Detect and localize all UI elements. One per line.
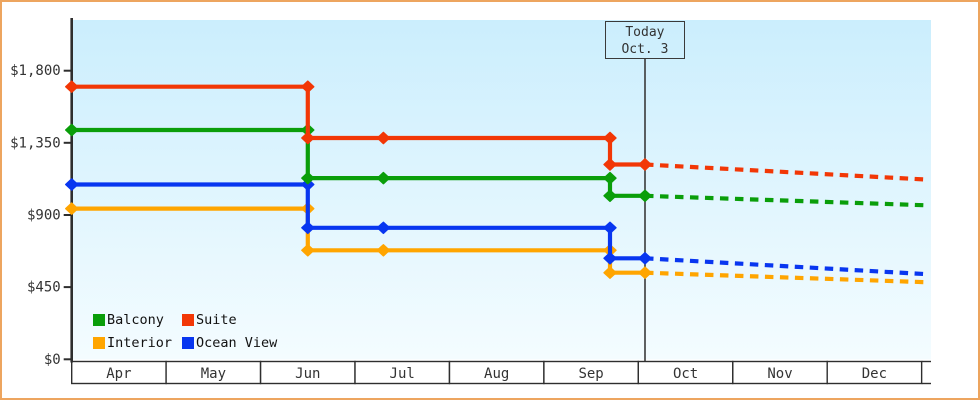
data-point-marker-ocean-view	[376, 221, 391, 235]
today-annotation-line2: Oct. 3	[621, 42, 669, 57]
x-axis-label: Apr	[106, 366, 131, 382]
y-axis-label: $900	[27, 208, 61, 224]
x-axis-label: Oct	[673, 366, 698, 382]
legend-label: Balcony	[107, 312, 164, 328]
data-point-marker-interior	[376, 244, 391, 257]
x-axis-label: Nov	[767, 366, 792, 382]
series-projection-ocean-view	[644, 256, 930, 277]
legend-item-ocean-view: Ocean View	[182, 335, 277, 351]
ocean-view-color-swatch	[182, 337, 194, 349]
legend-item-suite: Suite	[182, 312, 277, 328]
x-axis-label: Sep	[578, 366, 603, 382]
data-point-marker-interior	[301, 244, 315, 257]
data-point-marker-suite	[603, 131, 617, 145]
data-point-marker-interior	[65, 202, 79, 215]
data-point-marker-ocean-view	[638, 252, 652, 265]
data-point-marker-suite	[301, 80, 315, 93]
data-point-marker-balcony	[301, 171, 315, 185]
x-axis-label: Jun	[295, 366, 320, 382]
data-point-marker-balcony	[603, 189, 617, 203]
legend-item-balcony: Balcony	[93, 312, 182, 328]
data-point-marker-ocean-view	[301, 221, 315, 235]
data-point-marker-balcony	[603, 171, 617, 185]
x-axis-label: Aug	[484, 366, 509, 382]
y-axis-label: $450	[27, 280, 61, 296]
today-annotation-line1: Today	[625, 25, 665, 40]
data-point-marker-suite	[603, 158, 617, 171]
series-projection-suite	[644, 162, 930, 182]
x-axis-label: Jul	[390, 366, 415, 382]
x-axis-label: May	[201, 366, 226, 382]
data-point-marker-balcony	[376, 171, 391, 185]
series-projection-balcony	[644, 193, 930, 208]
data-point-marker-interior	[603, 266, 617, 279]
y-axis-label: $1,350	[10, 135, 61, 151]
month-cell	[826, 360, 923, 385]
series-projection-interior	[644, 270, 930, 285]
today-annotation: Today Oct. 3	[604, 21, 685, 59]
y-axis-label: $1,800	[10, 63, 61, 79]
legend-label: Interior	[107, 335, 173, 351]
data-point-marker-ocean-view	[603, 221, 617, 235]
data-point-marker-balcony	[65, 123, 79, 137]
x-axis-label: Dec	[862, 366, 887, 382]
data-point-marker-ocean-view	[65, 178, 79, 191]
suite-color-swatch	[182, 314, 194, 326]
data-point-marker-balcony	[638, 189, 652, 203]
plot-area	[71, 20, 931, 360]
legend-item-interior: Interior	[93, 335, 182, 351]
data-point-marker-ocean-view	[603, 252, 617, 265]
data-point-marker-suite	[65, 80, 79, 93]
interior-color-swatch	[93, 337, 105, 349]
data-point-marker-interior	[638, 266, 652, 279]
data-point-marker-suite	[301, 131, 315, 145]
legend-label: Suite	[196, 312, 237, 328]
legend-label: Ocean View	[196, 335, 278, 351]
y-axis-label: $0	[44, 352, 61, 368]
balcony-color-swatch	[93, 314, 105, 326]
data-point-marker-suite	[638, 158, 652, 171]
chart-legend: Balcony Suite Interior Ocean View	[93, 312, 277, 351]
data-point-marker-suite	[376, 131, 391, 145]
